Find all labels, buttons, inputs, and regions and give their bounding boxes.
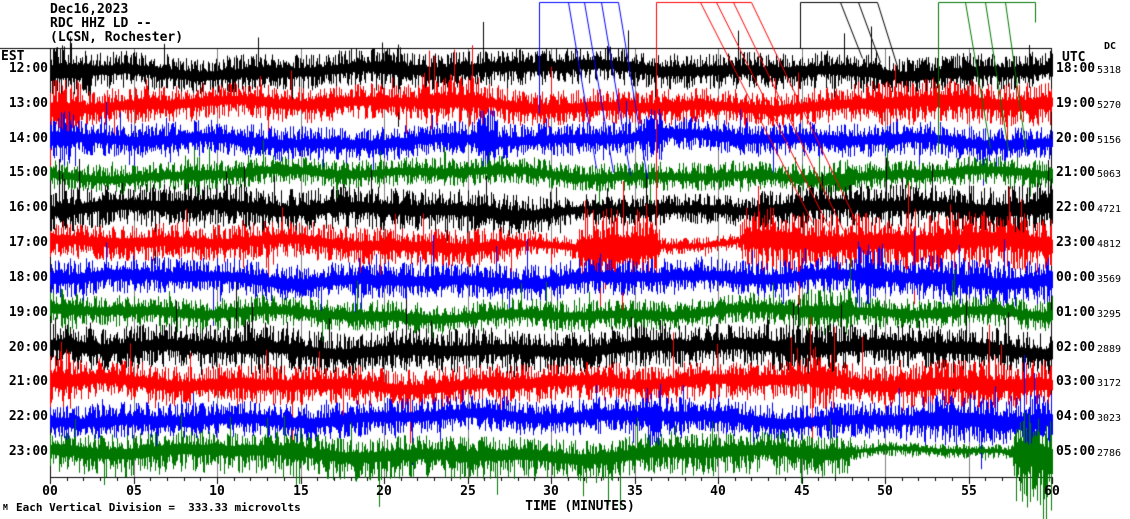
est-hour-label: 12:00: [8, 61, 48, 76]
x-tick-label: 55: [961, 484, 977, 499]
plot-station: (LCSN, Rochester): [50, 30, 184, 45]
x-tick-label: 60: [1044, 484, 1060, 499]
dc-value: 5318: [1097, 65, 1122, 76]
est-hour-label: 17:00: [8, 235, 48, 250]
x-tick-label: 45: [794, 484, 810, 499]
x-tick-label: 50: [877, 484, 893, 499]
utc-hour-label: 05:00: [1056, 444, 1096, 459]
utc-hour-label: 19:00: [1056, 96, 1096, 111]
plot-channel: RDC HHZ LD --: [50, 16, 152, 31]
dc-value: 3295: [1097, 309, 1122, 320]
est-hour-label: 21:00: [8, 374, 48, 389]
x-tick-label: 05: [126, 484, 142, 499]
dc-value: 3023: [1097, 413, 1122, 424]
utc-hour-label: 21:00: [1056, 165, 1096, 180]
utc-hour-label: 04:00: [1056, 409, 1096, 424]
utc-hour-label: 18:00: [1056, 61, 1096, 76]
utc-hour-label: 00:00: [1056, 270, 1096, 285]
plot-date: Dec16,2023: [50, 2, 129, 17]
x-tick-label: 10: [209, 484, 225, 499]
x-tick-label: 25: [460, 484, 476, 499]
est-hour-label: 22:00: [8, 409, 48, 424]
utc-axis-header: UTC: [1062, 50, 1086, 65]
est-hour-label: 20:00: [8, 340, 48, 355]
x-tick-label: 30: [543, 484, 559, 499]
utc-hour-label: 22:00: [1056, 200, 1096, 215]
est-hour-label: 14:00: [8, 131, 48, 146]
utc-hour-label: 03:00: [1056, 374, 1096, 389]
est-axis-header: EST: [1, 49, 25, 64]
est-hour-label: 13:00: [8, 96, 48, 111]
utc-hour-label: 20:00: [1056, 131, 1096, 146]
dc-value: 3569: [1097, 274, 1122, 285]
x-axis-title: TIME (MINUTES): [525, 499, 635, 514]
dc-value: 4812: [1097, 239, 1122, 250]
dc-value: 4721: [1097, 204, 1122, 215]
x-tick-label: 40: [710, 484, 726, 499]
x-tick-label: 35: [627, 484, 643, 499]
est-hour-label: 18:00: [8, 270, 48, 285]
dc-value: 2889: [1097, 344, 1122, 355]
dc-column-header: DC: [1104, 41, 1117, 52]
utc-hour-label: 02:00: [1056, 340, 1096, 355]
logo-mark: M: [3, 503, 8, 512]
dc-value: 5063: [1097, 169, 1122, 180]
dc-value: 5156: [1097, 135, 1122, 146]
est-hour-label: 16:00: [8, 200, 48, 215]
utc-hour-label: 23:00: [1056, 235, 1096, 250]
utc-hour-label: 01:00: [1056, 305, 1096, 320]
est-hour-label: 15:00: [8, 165, 48, 180]
x-tick-label: 20: [376, 484, 392, 499]
dc-value: 5270: [1097, 100, 1122, 111]
dc-value: 2786: [1097, 448, 1122, 459]
est-hour-label: 23:00: [8, 444, 48, 459]
x-tick-label: 00: [42, 484, 58, 499]
est-hour-label: 19:00: [8, 305, 48, 320]
x-tick-label: 15: [293, 484, 309, 499]
scale-note: Each Vertical Division = 333.33 microvol…: [16, 501, 301, 514]
dc-value: 3172: [1097, 378, 1122, 389]
